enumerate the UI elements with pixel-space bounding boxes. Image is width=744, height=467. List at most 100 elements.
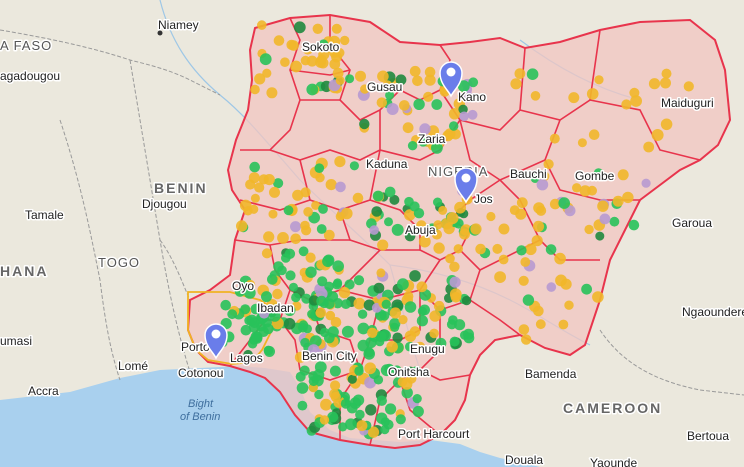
- data-point[interactable]: [424, 74, 436, 86]
- data-point[interactable]: [345, 74, 355, 84]
- marker-jos[interactable]: [454, 167, 478, 204]
- data-point[interactable]: [494, 271, 506, 283]
- data-point[interactable]: [243, 349, 253, 360]
- data-point[interactable]: [359, 118, 370, 130]
- data-point[interactable]: [247, 338, 258, 349]
- data-point[interactable]: [341, 299, 351, 309]
- data-point[interactable]: [377, 239, 389, 251]
- data-point[interactable]: [338, 286, 351, 299]
- data-point[interactable]: [259, 53, 272, 66]
- data-point[interactable]: [367, 327, 378, 338]
- data-point[interactable]: [454, 319, 466, 331]
- data-point[interactable]: [486, 211, 496, 222]
- data-point[interactable]: [261, 248, 273, 259]
- data-point[interactable]: [577, 138, 587, 148]
- data-point[interactable]: [521, 334, 532, 345]
- data-point[interactable]: [305, 252, 316, 263]
- data-point[interactable]: [331, 23, 342, 34]
- data-point[interactable]: [413, 98, 425, 111]
- data-point[interactable]: [560, 278, 572, 290]
- data-point[interactable]: [318, 39, 329, 50]
- data-point[interactable]: [526, 68, 539, 80]
- data-point[interactable]: [318, 48, 330, 61]
- data-point[interactable]: [429, 310, 441, 322]
- data-point[interactable]: [386, 103, 399, 115]
- data-point[interactable]: [315, 307, 327, 319]
- data-point[interactable]: [515, 208, 527, 220]
- data-point[interactable]: [429, 328, 439, 339]
- data-point[interactable]: [402, 122, 414, 134]
- data-point[interactable]: [467, 109, 478, 120]
- data-point[interactable]: [227, 309, 238, 320]
- data-point[interactable]: [329, 58, 341, 70]
- data-point[interactable]: [277, 232, 289, 244]
- data-point[interactable]: [269, 310, 281, 322]
- data-point[interactable]: [254, 73, 266, 85]
- data-point[interactable]: [595, 231, 605, 241]
- data-point[interactable]: [240, 304, 251, 315]
- data-point[interactable]: [263, 231, 275, 243]
- data-point[interactable]: [250, 84, 260, 95]
- data-point[interactable]: [338, 422, 348, 432]
- data-point[interactable]: [284, 304, 296, 316]
- data-point[interactable]: [416, 220, 427, 231]
- data-point[interactable]: [461, 295, 472, 306]
- data-point[interactable]: [405, 341, 415, 352]
- data-point[interactable]: [365, 337, 377, 349]
- data-point[interactable]: [283, 318, 296, 330]
- data-point[interactable]: [651, 129, 664, 141]
- data-point[interactable]: [392, 365, 402, 376]
- data-point[interactable]: [259, 308, 270, 319]
- data-point[interactable]: [357, 309, 368, 319]
- data-point[interactable]: [364, 376, 376, 389]
- data-point[interactable]: [397, 377, 408, 387]
- data-point[interactable]: [532, 220, 545, 232]
- data-point[interactable]: [449, 276, 461, 288]
- data-point[interactable]: [369, 225, 379, 235]
- data-point[interactable]: [413, 208, 425, 219]
- data-point[interactable]: [291, 292, 301, 303]
- data-point[interactable]: [599, 213, 611, 225]
- data-point[interactable]: [329, 47, 340, 59]
- data-point[interactable]: [586, 88, 599, 100]
- data-point[interactable]: [453, 244, 463, 254]
- data-point[interactable]: [309, 335, 322, 347]
- data-point[interactable]: [411, 366, 422, 377]
- data-point[interactable]: [272, 288, 283, 300]
- data-point[interactable]: [418, 235, 431, 248]
- data-point[interactable]: [317, 276, 328, 287]
- data-point[interactable]: [468, 77, 479, 88]
- data-point[interactable]: [376, 268, 386, 278]
- data-point[interactable]: [316, 295, 327, 307]
- data-point[interactable]: [306, 83, 319, 96]
- data-point[interactable]: [458, 104, 468, 115]
- data-point[interactable]: [376, 395, 387, 406]
- data-point[interactable]: [520, 257, 531, 267]
- data-point[interactable]: [250, 303, 262, 315]
- data-point[interactable]: [470, 223, 482, 235]
- data-point[interactable]: [445, 253, 455, 264]
- data-point[interactable]: [404, 209, 416, 221]
- data-point[interactable]: [341, 325, 354, 338]
- data-point[interactable]: [290, 221, 301, 233]
- data-point[interactable]: [258, 326, 269, 337]
- data-point[interactable]: [308, 295, 320, 306]
- data-point[interactable]: [379, 311, 390, 321]
- data-point[interactable]: [263, 345, 274, 356]
- data-point[interactable]: [376, 97, 387, 108]
- data-point[interactable]: [340, 398, 351, 409]
- data-point[interactable]: [254, 182, 265, 193]
- data-point[interactable]: [296, 382, 309, 394]
- data-point[interactable]: [516, 245, 527, 256]
- data-point[interactable]: [630, 95, 642, 107]
- data-point[interactable]: [323, 229, 335, 241]
- data-point[interactable]: [373, 282, 385, 294]
- data-point[interactable]: [419, 123, 431, 135]
- data-point[interactable]: [412, 394, 422, 404]
- data-point[interactable]: [386, 341, 398, 353]
- data-point[interactable]: [621, 99, 632, 110]
- data-point[interactable]: [357, 322, 370, 335]
- data-point[interactable]: [245, 279, 256, 290]
- data-point[interactable]: [365, 404, 377, 416]
- data-point[interactable]: [243, 206, 253, 216]
